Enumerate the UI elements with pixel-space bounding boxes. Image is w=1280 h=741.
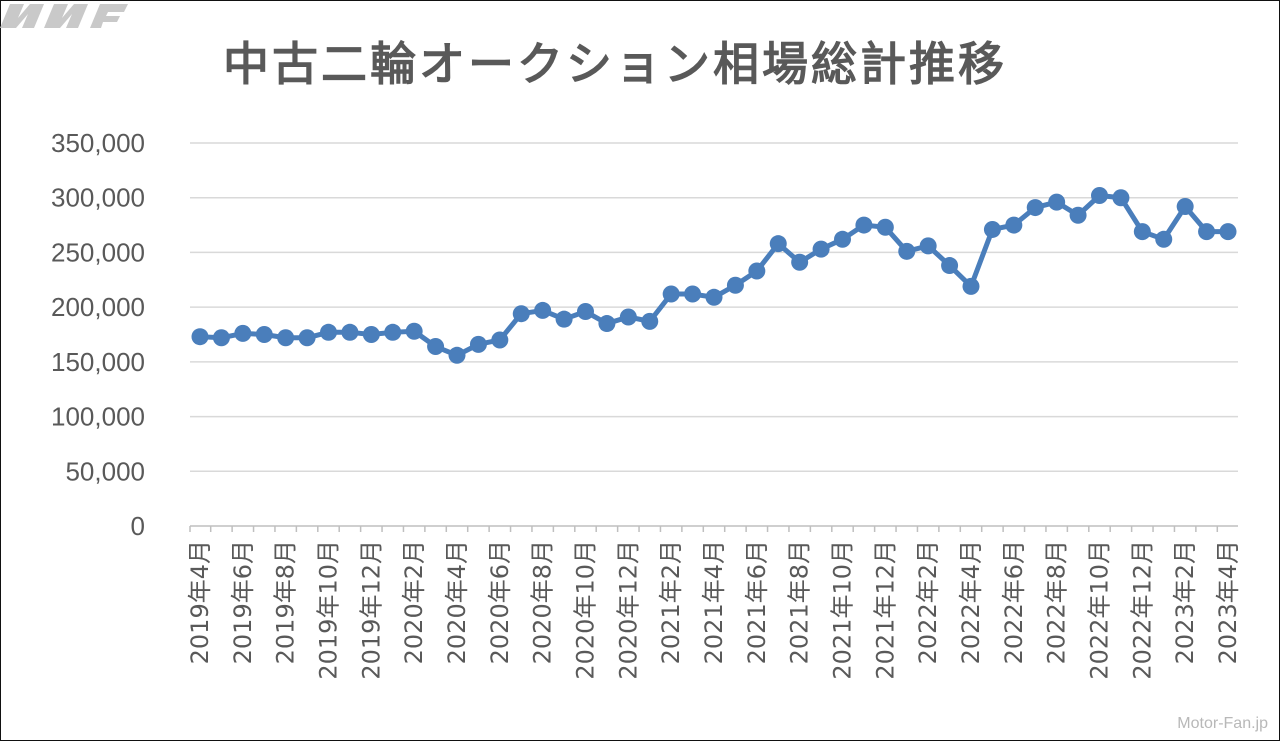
x-axis: 2019年4月 2019年6月 2019年8月 2019年10月 2019年12月 202… — [186, 525, 1242, 680]
data-point — [962, 277, 980, 295]
y-tick-label: 150,000 — [51, 347, 145, 377]
x-tick-label: 2021年6月 — [743, 540, 771, 664]
y-tick-label: 0 — [131, 511, 145, 541]
chart-title: 中古二輪オークション相場総計推移 — [223, 37, 1007, 91]
x-tick-label: 2022年12月 — [1128, 540, 1156, 680]
data-point — [1048, 193, 1066, 211]
data-point — [255, 326, 273, 343]
data-point — [855, 216, 873, 234]
data-point — [212, 329, 230, 347]
data-point — [598, 315, 616, 333]
data-point — [362, 326, 380, 343]
gridlines — [190, 142, 1238, 473]
data-point — [1069, 206, 1087, 224]
data-point — [341, 323, 359, 341]
data-point — [555, 310, 573, 328]
data-point — [705, 288, 723, 306]
data-point — [512, 305, 530, 323]
data-point — [491, 331, 509, 349]
y-axis: 0 50,000 100,000 150,000 200,000 250,000 300,0… — [51, 128, 145, 541]
y-tick-label: 350,000 — [51, 128, 145, 158]
data-point — [405, 322, 423, 340]
data-point — [320, 323, 337, 341]
x-tick-label: 2022年4月 — [957, 540, 985, 664]
data-point — [1155, 230, 1173, 248]
x-tick-label: 2020年4月 — [443, 540, 471, 664]
data-point — [234, 324, 252, 342]
y-tick-label: 50,000 — [65, 456, 145, 486]
x-tick-label: 2021年4月 — [700, 540, 728, 664]
y-tick-label: 250,000 — [51, 237, 145, 267]
data-point — [791, 253, 809, 271]
data-point — [619, 308, 637, 326]
x-tick-label: 2019年4月 — [186, 540, 214, 664]
data-point — [641, 312, 659, 330]
data-point — [427, 338, 445, 356]
data-point — [277, 329, 295, 347]
x-tick-label: 2020年12月 — [614, 540, 642, 680]
y-tick-label: 100,000 — [51, 402, 145, 432]
x-tick-label: 2019年6月 — [229, 540, 257, 664]
data-point — [1219, 223, 1237, 241]
data-point — [1026, 199, 1044, 217]
data-point — [1005, 216, 1023, 234]
x-tick-label: 2021年2月 — [657, 540, 685, 664]
series-line — [191, 187, 1237, 364]
x-tick-label: 2020年8月 — [529, 540, 557, 664]
x-tick-label: 2022年10月 — [1086, 540, 1114, 680]
data-point — [748, 262, 766, 280]
motorfan-logo — [0, 4, 128, 28]
data-point — [1198, 223, 1216, 241]
data-point — [534, 301, 552, 319]
data-point — [812, 240, 830, 258]
data-point — [191, 328, 209, 346]
data-point — [662, 285, 680, 303]
data-point — [941, 257, 959, 275]
data-point — [684, 285, 702, 303]
y-tick-label: 200,000 — [51, 292, 145, 322]
data-point — [577, 303, 594, 321]
x-tick-label: 2022年8月 — [1043, 540, 1071, 664]
x-tick-label: 2019年12月 — [357, 540, 385, 680]
data-point — [769, 235, 787, 253]
data-point — [898, 242, 916, 260]
data-point — [448, 346, 466, 364]
data-point — [1176, 197, 1194, 215]
data-point — [298, 329, 316, 347]
data-point — [1112, 189, 1130, 207]
x-tick-label: 2019年8月 — [272, 540, 300, 664]
x-tick-label: 2023年2月 — [1171, 540, 1199, 664]
data-point — [469, 335, 487, 353]
data-point — [876, 218, 894, 236]
x-tick-label: 2020年10月 — [572, 540, 600, 680]
data-point — [983, 220, 1001, 238]
watermark-text: Motor-Fan.jp — [1177, 715, 1268, 732]
x-tick-label: 2023年4月 — [1214, 540, 1242, 664]
data-point — [834, 230, 851, 248]
x-tick-label: 2020年2月 — [400, 540, 428, 664]
data-point — [726, 276, 744, 294]
data-point — [1091, 187, 1108, 205]
data-point — [919, 237, 937, 255]
y-tick-label: 300,000 — [51, 183, 145, 213]
x-tick-label: 2022年6月 — [1000, 540, 1028, 664]
x-tick-label: 2020年6月 — [486, 540, 514, 664]
x-tick-label: 2021年10月 — [829, 540, 857, 680]
x-tick-label: 2021年12月 — [871, 540, 899, 680]
x-tick-label: 2019年10月 — [315, 540, 343, 680]
x-tick-label: 2021年8月 — [786, 540, 814, 664]
data-point — [1133, 223, 1151, 241]
x-tick-label: 2022年2月 — [914, 540, 942, 664]
data-point — [384, 323, 402, 341]
